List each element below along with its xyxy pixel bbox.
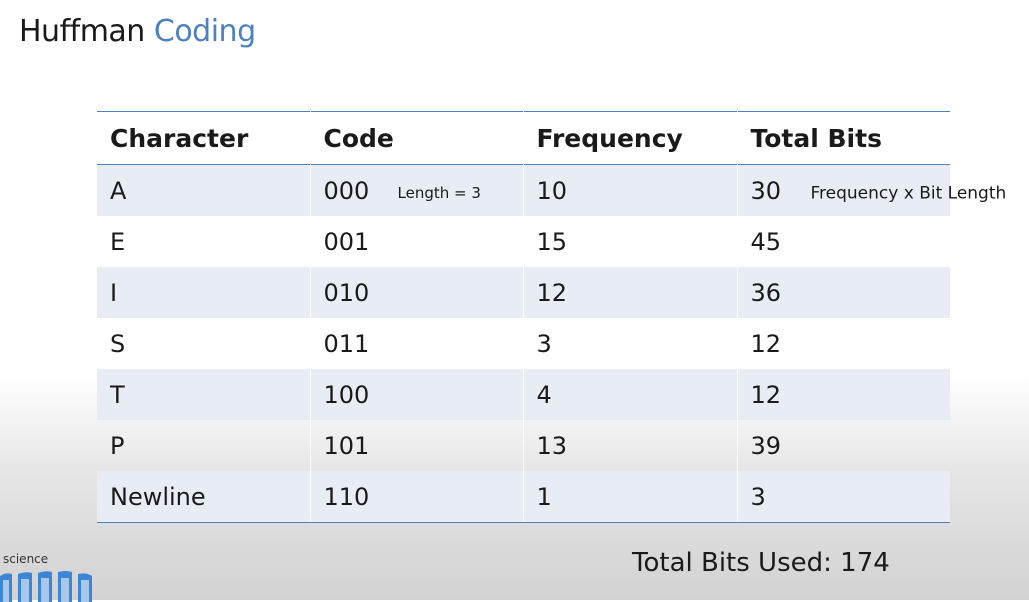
cell-frequency: 1	[522, 471, 737, 523]
cell-character: I	[97, 267, 310, 318]
cell-code: 000 Length = 3	[309, 164, 523, 216]
cell-frequency: 13	[522, 420, 737, 471]
cell-text: A	[110, 176, 127, 205]
cell-frequency: 4	[522, 369, 737, 420]
cell-code: 110	[309, 471, 523, 523]
cell-text: 10	[536, 176, 568, 205]
table-row: I 010 12 36	[97, 267, 950, 318]
table-row: T 100 4 12	[97, 369, 950, 420]
cell-total-bits: 30 Frequency x Bit Length	[736, 164, 1006, 216]
cell-code: 001	[309, 216, 523, 267]
table-row: E 001 15 45	[97, 216, 950, 267]
huffman-code-table: Character Code Frequency Total Bits A 00…	[97, 111, 1006, 523]
cell-total-bits: 45	[736, 216, 950, 267]
cell-character: E	[110, 227, 126, 256]
cell-character: Newline	[97, 471, 310, 523]
cell-text: 30	[750, 176, 782, 205]
cell-code: 011	[309, 318, 523, 369]
cell-character: P	[110, 431, 125, 460]
cell-character: A	[97, 164, 310, 216]
cell-text: 000	[323, 176, 370, 205]
cell-frequency: 15	[522, 216, 737, 267]
total-bits-formula-annotation: Frequency x Bit Length	[810, 182, 1007, 203]
cell-code: 010	[309, 267, 523, 318]
cell-character: S	[110, 329, 126, 358]
header-character: Character	[110, 123, 249, 153]
logo-science-text: science	[3, 552, 49, 566]
cell-character: T	[97, 369, 310, 420]
logo-mark-icon	[0, 571, 92, 602]
slide-title: Huffman Coding	[19, 14, 256, 49]
total-bits-used: Total Bits Used: 174	[632, 548, 890, 578]
header-total-bits: Total Bits	[736, 111, 950, 165]
cell-code: 100	[309, 369, 523, 420]
cell-frequency: 12	[522, 267, 737, 318]
cell-frequency: 10	[522, 164, 737, 216]
cell-total-bits: 39	[736, 420, 950, 471]
table-row: Newline 110 1 3	[97, 471, 950, 523]
table-row: P 101 13 39	[97, 420, 950, 471]
cell-frequency: 3	[522, 318, 737, 369]
cell-total-bits: 12	[736, 369, 950, 420]
cell-total-bits: 12	[736, 318, 950, 369]
header-frequency: Frequency	[522, 111, 737, 165]
code-length-annotation: Length = 3	[397, 183, 481, 202]
table-row: A 000 Length = 3 10 30 Frequency x Bit Len…	[97, 164, 1006, 216]
table-row: S 011 3 12	[97, 318, 950, 369]
huffman-table-container: Character Code Frequency Total Bits A 00…	[97, 111, 1006, 523]
header-code: Code	[309, 111, 523, 165]
cell-code: 101	[309, 420, 523, 471]
title-accent: Coding	[153, 14, 256, 49]
title-main: Huffman	[19, 14, 145, 49]
table-header-row: Character Code Frequency Total Bits	[97, 111, 950, 165]
cell-total-bits: 36	[736, 267, 950, 318]
cell-total-bits: 3	[736, 471, 950, 523]
